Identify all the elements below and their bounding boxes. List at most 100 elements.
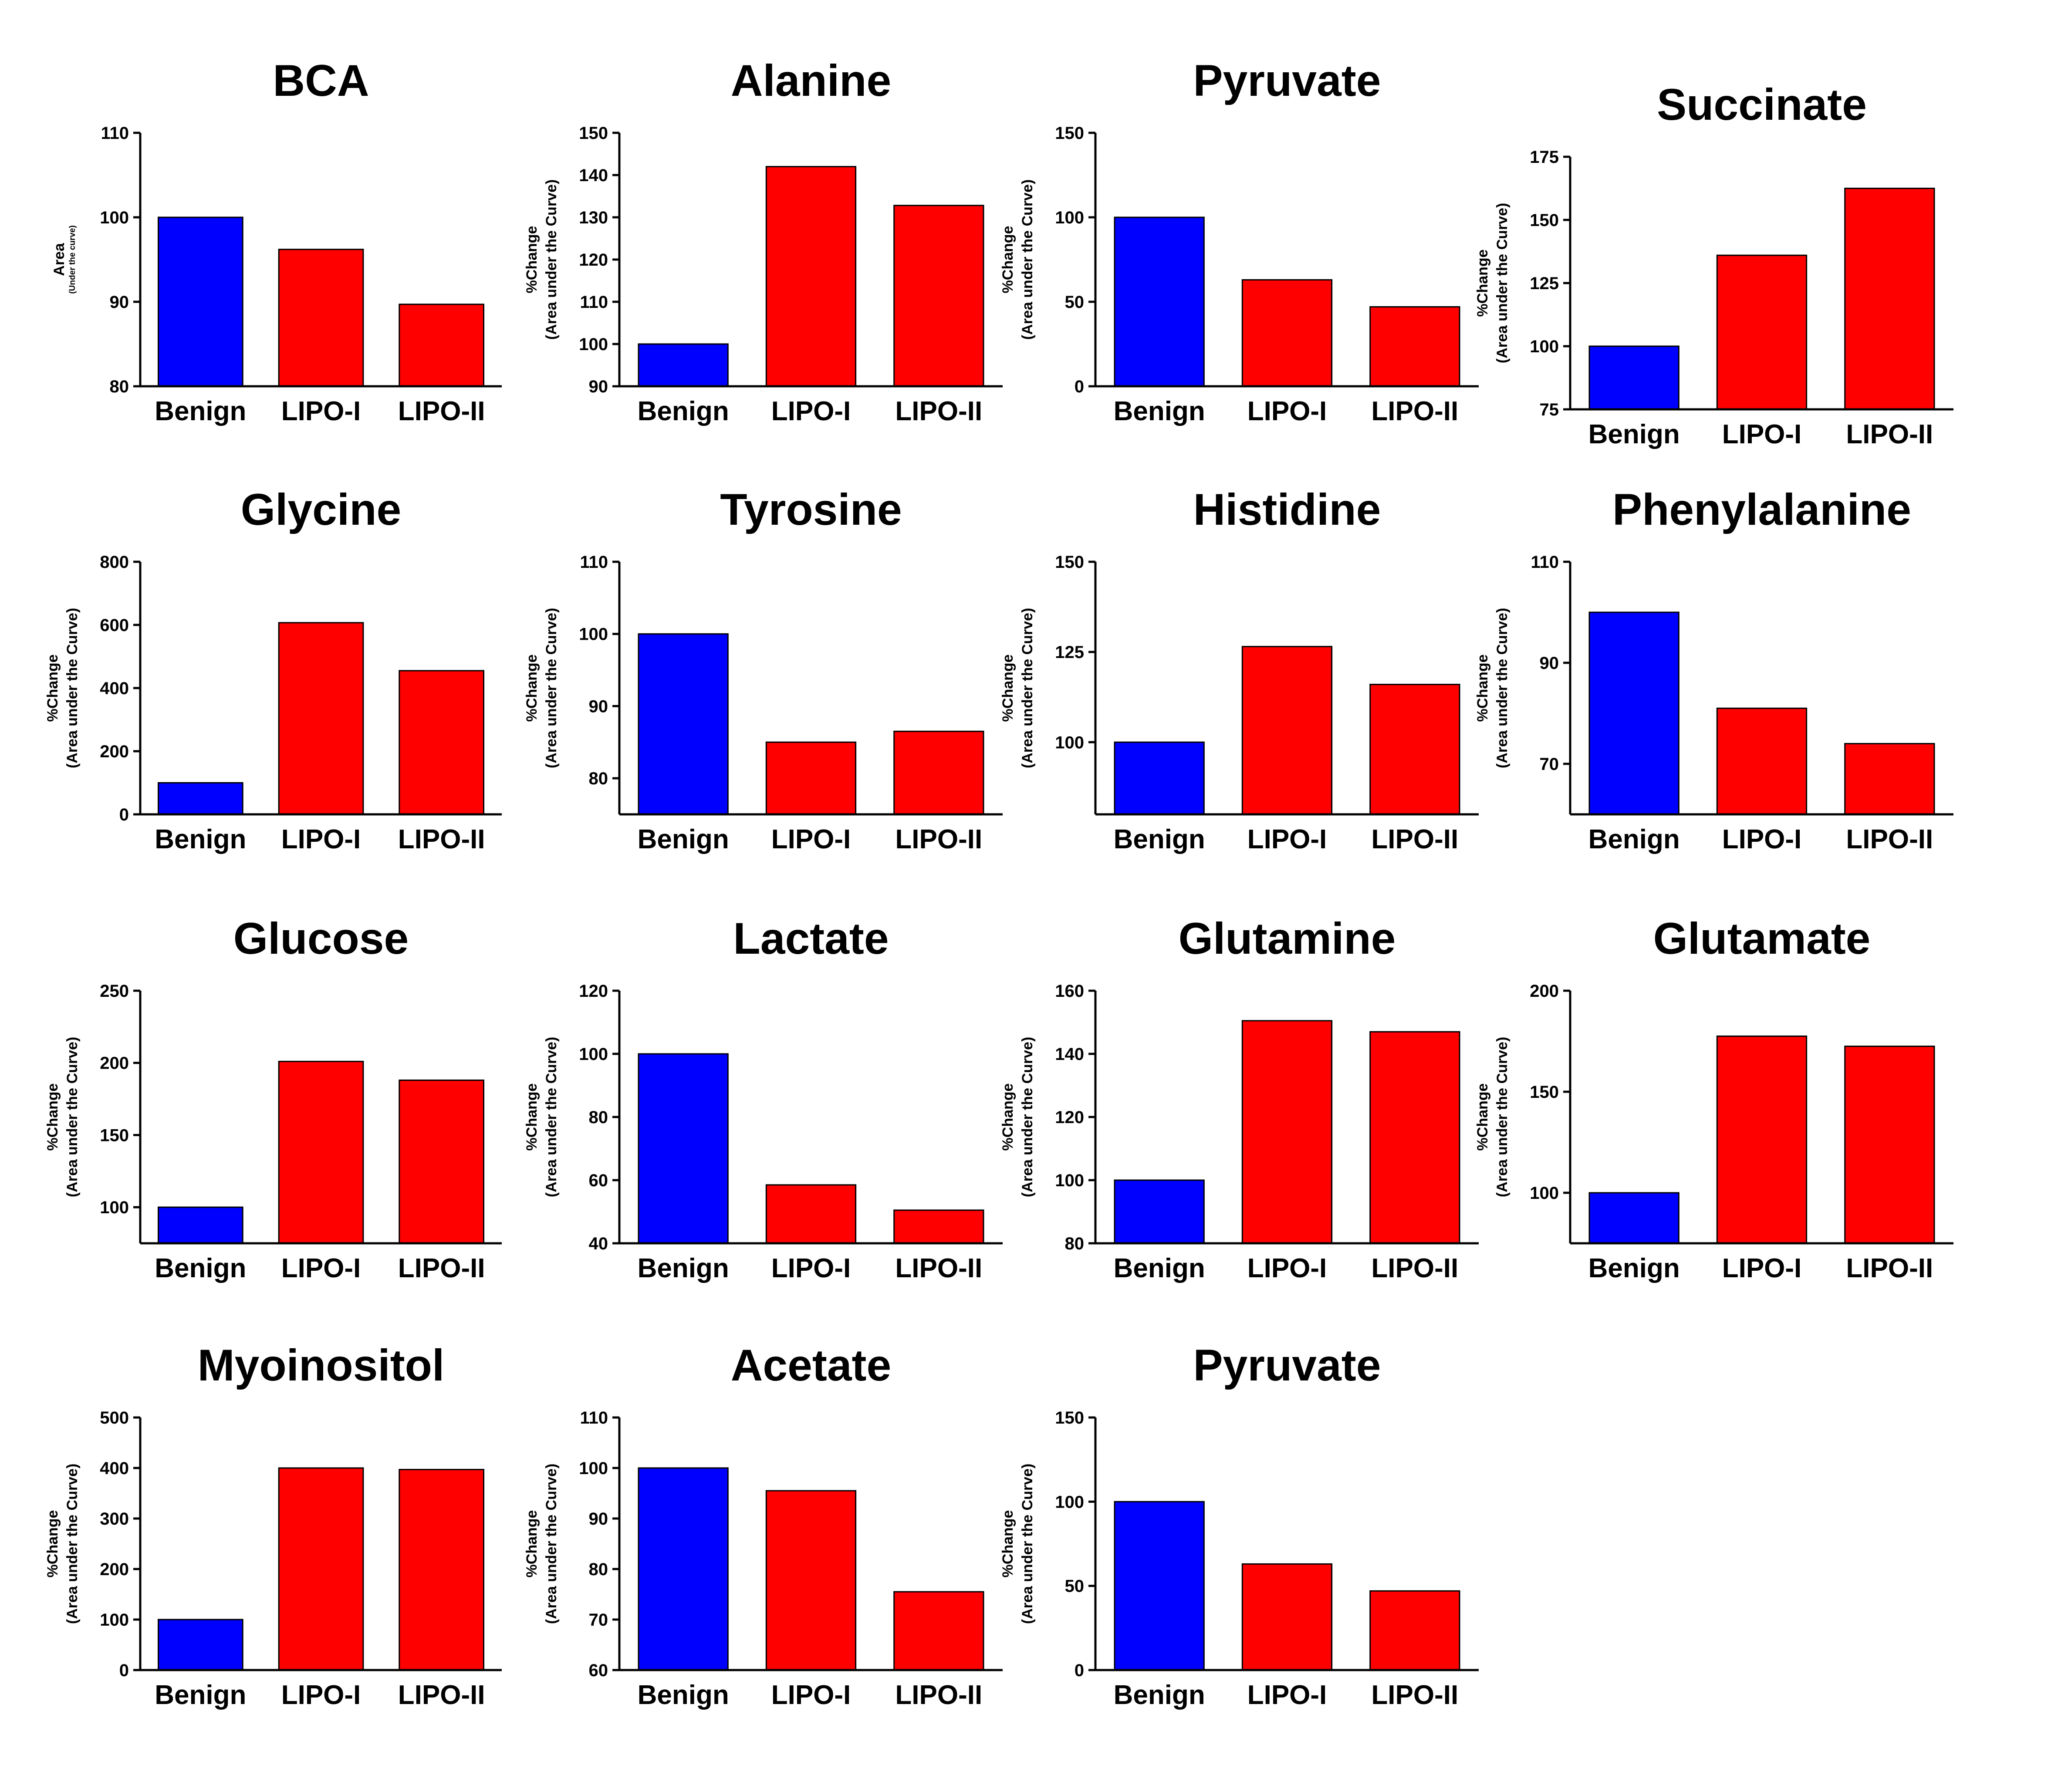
y-axis-label: %Change [524,655,540,722]
y-tick-label: 75 [1540,400,1559,419]
bar-lipo-ii [399,1080,484,1244]
y-axis-label: %Change [44,1083,61,1151]
y-axis-label: %Change [524,1083,540,1151]
bar-benign [638,343,729,387]
x-tick-label: LIPO-II [1846,419,1933,449]
y-tick-label: 140 [579,166,608,185]
y-tick-label: 110 [1531,553,1559,572]
x-tick-label: LIPO-I [281,824,361,854]
y-tick-label: 40 [589,1234,608,1253]
bar-lipo-ii [1844,743,1935,815]
chart-title: Glycine [241,485,402,534]
bar-benign [638,1467,729,1671]
bar-lipo-ii [893,205,984,387]
x-tick-label: LIPO-I [771,824,851,854]
y-tick-label: 90 [589,697,608,716]
y-tick-label: 125 [1530,274,1559,293]
bar-lipo-i [278,249,364,387]
y-axis-label: %Change [1474,250,1491,317]
y-tick-label: 80 [589,1560,608,1579]
chart-panel-glycine-5: Glycine Benign LIPO-I LIPO-II 0 200 400 600 800%… [44,485,502,854]
x-tick-label: Benign [155,824,246,854]
x-tick-label: LIPO-II [398,1253,485,1283]
y-tick-label: 130 [579,208,608,227]
y-tick-label: 600 [100,616,129,635]
x-tick-label: LIPO-II [398,396,485,426]
y-tick-label: 110 [101,124,129,143]
x-tick-label: LIPO-II [895,396,982,426]
bar-lipo-ii [1369,1031,1460,1244]
y-tick-label: 100 [1530,337,1559,356]
y-axis-sublabel: (Area under the Curve) [1019,179,1036,340]
y-tick-label: 70 [1540,755,1559,774]
y-axis-sublabel: (Under the curve) [68,225,77,294]
y-tick-label: 150 [1055,1408,1084,1428]
bar-lipo-ii [399,670,484,815]
y-tick-label: 140 [1055,1045,1084,1064]
x-tick-label: Benign [1114,1253,1205,1283]
bar-lipo-ii [399,304,484,387]
chart-panel-acetate-14: Acetate Benign LIPO-I LIPO-II 60 70 80 90 100 110… [524,1340,1003,1710]
bar-benign [158,216,243,387]
y-tick-label: 150 [1055,124,1084,143]
bar-lipo-i [1716,707,1808,815]
y-axis-sublabel: (Area under the Curve) [1494,1037,1511,1197]
y-axis-sublabel: (Area under the Curve) [543,179,560,340]
y-tick-label: 90 [589,1509,608,1529]
y-tick-label: 90 [1540,654,1559,673]
x-tick-label: LIPO-I [1722,419,1802,449]
y-tick-label: 800 [100,553,129,572]
chart-panel-tyrosine-6: Tyrosine Benign LIPO-I LIPO-II 80 90 100 110 %Ch… [524,485,1003,854]
y-tick-label: 0 [1075,377,1084,396]
y-tick-label: 70 [589,1610,608,1630]
y-axis-label: %Change [1000,655,1016,722]
y-tick-label: 100 [579,1045,608,1064]
chart-title: Phenylalanine [1612,485,1911,534]
y-axis-sublabel: (Area under the Curve) [1494,608,1511,768]
y-tick-label: 80 [110,377,129,396]
y-tick-label: 200 [100,1054,129,1073]
x-tick-label: Benign [638,1253,729,1283]
bar-lipo-ii [893,730,984,815]
x-tick-label: Benign [638,396,729,426]
chart-panel-alanine-2: Alanine Benign LIPO-I LIPO-II 90 100 110 120 130… [524,56,1003,426]
y-axis-sublabel: (Area under the Curve) [64,1464,81,1624]
x-tick-label: LIPO-II [1846,824,1933,854]
y-tick-label: 100 [100,1610,129,1630]
y-tick-label: 60 [589,1661,608,1680]
bar-benign [158,1619,243,1671]
y-tick-label: 120 [579,982,608,1001]
x-tick-label: Benign [1588,419,1680,449]
x-tick-label: LIPO-I [281,396,361,426]
bar-benign [638,633,729,815]
chart-panel-phenylalanine-8: Phenylalanine Benign LIPO-I LIPO-II 70 90 110%… [1474,485,1953,854]
x-tick-label: Benign [1588,824,1680,854]
y-tick-label: 500 [100,1408,129,1428]
chart-panel-histidine-7: Histidine Benign LIPO-I LIPO-II 100 125 150 %Ch… [1000,485,1479,854]
chart-title: Histidine [1193,485,1381,534]
bar-benign [1114,1179,1205,1244]
x-tick-label: LIPO-I [1247,1253,1327,1283]
chart-title: Pyruvate [1193,1340,1381,1390]
x-tick-label: LIPO-I [1247,1680,1327,1710]
y-axis-sublabel: (Area under the Curve) [1019,608,1036,768]
chart-title: Pyruvate [1193,56,1381,105]
bar-benign [638,1053,729,1244]
bar-lipo-i [1241,1563,1333,1671]
y-axis-label: %Change [524,226,540,294]
bar-benign [1114,1501,1205,1671]
y-tick-label: 150 [1055,553,1084,572]
y-tick-label: 80 [1065,1234,1085,1253]
x-tick-label: LIPO-II [1846,1253,1933,1283]
y-tick-label: 0 [1075,1661,1084,1680]
x-tick-label: Benign [155,1680,246,1710]
y-axis-label: %Change [1474,655,1491,722]
y-tick-label: 175 [1530,148,1559,167]
y-tick-label: 100 [579,1459,608,1478]
y-axis-label: %Change [524,1510,540,1578]
chart-panel-glutamate-12: Glutamate Benign LIPO-I LIPO-II 100 150 200 %Ch… [1474,914,1953,1283]
y-tick-label: 200 [100,1560,129,1579]
y-tick-label: 120 [579,250,608,270]
chart-panel-pyruvate-3: Pyruvate Benign LIPO-I LIPO-II 0 50 100 150 %Cha… [1000,56,1479,426]
bar-lipo-i [765,741,857,815]
